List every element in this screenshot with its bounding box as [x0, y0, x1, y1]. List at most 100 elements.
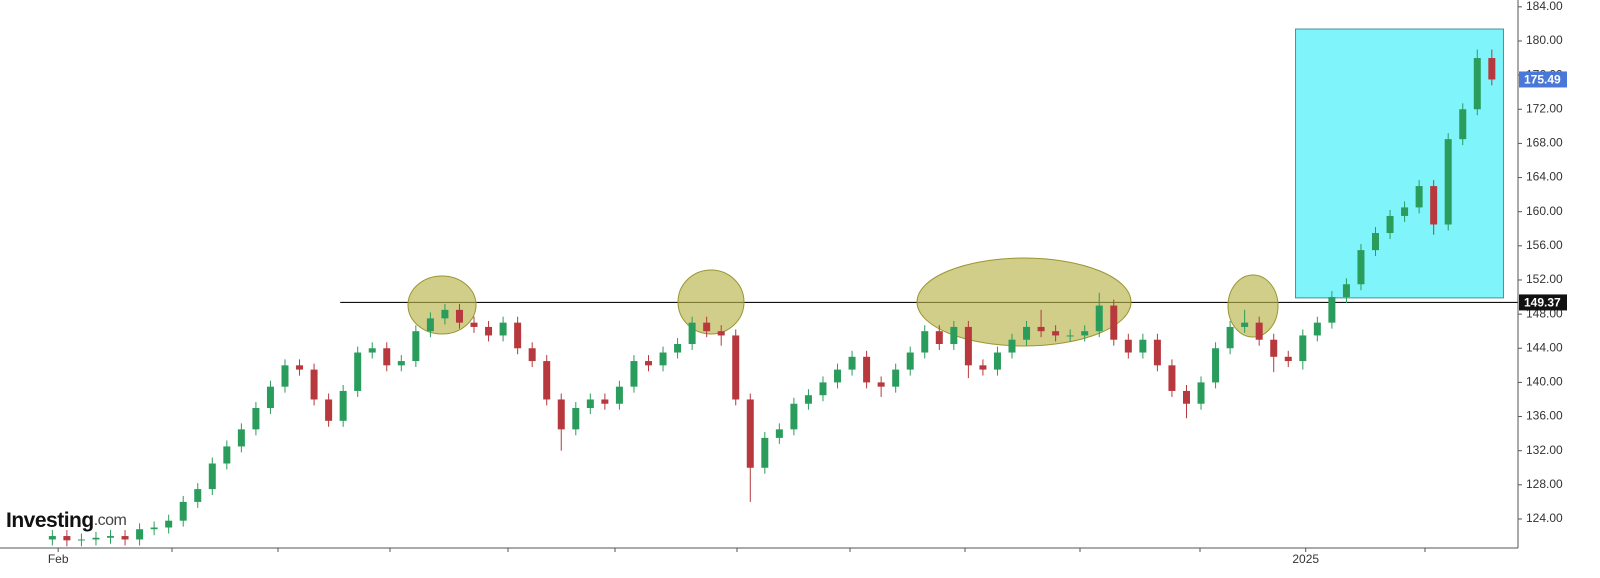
- candle-body: [1139, 339, 1147, 353]
- candle-body: [732, 335, 740, 400]
- candle-body: [1357, 250, 1365, 285]
- y-tick-label: 152.00: [1526, 272, 1563, 286]
- y-tick-label: 184.00: [1526, 0, 1563, 13]
- candle-body: [368, 348, 376, 353]
- candle-body: [1110, 305, 1118, 340]
- logo: Investing.com: [6, 509, 127, 532]
- candle-body: [208, 463, 216, 490]
- candle-body: [426, 318, 434, 332]
- candle-body: [863, 356, 871, 383]
- candle-body: [179, 501, 187, 521]
- ellipse: [407, 275, 477, 335]
- candle-body: [1444, 139, 1452, 225]
- candle-body: [1023, 326, 1031, 340]
- candle-body: [237, 429, 245, 447]
- candle-body: [92, 537, 100, 540]
- candle-body: [310, 369, 318, 400]
- candle-body: [1124, 339, 1132, 353]
- price-tag-label: 149.37: [1524, 296, 1561, 310]
- candle-body: [252, 408, 260, 430]
- candle-body: [819, 382, 827, 396]
- y-tick-label: 156.00: [1526, 238, 1563, 252]
- candle-body: [121, 536, 129, 540]
- candle-body: [485, 326, 493, 336]
- candle-body: [296, 365, 304, 370]
- candle-body: [877, 382, 885, 387]
- candle-body: [834, 369, 842, 383]
- candle-body: [717, 331, 725, 336]
- candle-body: [1270, 339, 1278, 357]
- candle-body: [412, 331, 420, 362]
- y-tick-label: 164.00: [1526, 170, 1563, 184]
- ellipse: [1227, 274, 1279, 338]
- candle-body: [746, 399, 754, 468]
- candle-body: [528, 348, 536, 362]
- price-tag: [1519, 294, 1567, 311]
- x-tick-label: 2025: [1292, 552, 1319, 566]
- candle-body: [266, 386, 274, 409]
- candle-body: [48, 536, 56, 540]
- candle-body: [499, 322, 507, 336]
- candle-body: [165, 520, 173, 528]
- highlight-box: [1295, 28, 1504, 299]
- candle-body: [659, 352, 667, 366]
- candle-body: [1372, 233, 1380, 251]
- candle-body: [1081, 331, 1089, 336]
- ellipse: [916, 257, 1132, 347]
- candle-body: [804, 395, 812, 404]
- candle-body: [1342, 284, 1350, 298]
- candle-body: [1212, 348, 1220, 383]
- candle-body: [77, 539, 85, 541]
- candle-body: [1430, 186, 1438, 225]
- candle-body: [1168, 365, 1176, 391]
- candle-body: [630, 361, 638, 387]
- y-tick-label: 132.00: [1526, 443, 1563, 457]
- price-tag-label: 175.49: [1524, 73, 1561, 87]
- price-tag: [1519, 71, 1567, 88]
- candle-body: [1037, 326, 1045, 332]
- candle-body: [107, 536, 115, 538]
- y-tick-label: 140.00: [1526, 375, 1563, 389]
- candle-body: [1459, 109, 1467, 140]
- candle-body: [194, 489, 202, 502]
- candle-body: [1052, 331, 1060, 336]
- candle-body: [383, 348, 391, 366]
- candle-body: [441, 309, 449, 319]
- candle-body: [1153, 339, 1161, 366]
- logo-suffix: .com: [94, 512, 127, 529]
- y-tick-label: 144.00: [1526, 340, 1563, 354]
- candle-body: [979, 365, 987, 370]
- candle-body: [1284, 356, 1292, 362]
- y-tick-label: 136.00: [1526, 409, 1563, 423]
- y-tick-label: 168.00: [1526, 136, 1563, 150]
- candle-body: [1415, 186, 1423, 208]
- candle-body: [1488, 58, 1496, 80]
- candle-body: [543, 361, 551, 400]
- candle-body: [935, 331, 943, 344]
- candle-body: [674, 343, 682, 353]
- y-tick-label: 180.00: [1526, 33, 1563, 47]
- y-tick-label: 128.00: [1526, 477, 1563, 491]
- candle-body: [281, 365, 289, 387]
- candle-body: [1182, 390, 1190, 404]
- candle-body: [325, 399, 333, 421]
- candle-body: [1328, 297, 1336, 323]
- candle-body: [688, 322, 696, 344]
- candle-body: [703, 322, 711, 332]
- logo-name: Investing: [6, 509, 94, 532]
- candle-body: [63, 536, 71, 541]
- candle-body: [1386, 215, 1394, 234]
- annotation-ellipses: [407, 257, 1279, 347]
- candle-body: [892, 369, 900, 387]
- candle-body: [455, 309, 463, 323]
- candle-body: [1066, 335, 1074, 337]
- candle-body: [921, 331, 929, 353]
- candle-body: [339, 390, 347, 421]
- candle-body: [1473, 58, 1481, 110]
- candle-body: [470, 322, 478, 327]
- candle-body: [1313, 322, 1321, 336]
- candle-body: [514, 322, 522, 349]
- candle-body: [136, 529, 144, 540]
- candle-body: [775, 429, 783, 438]
